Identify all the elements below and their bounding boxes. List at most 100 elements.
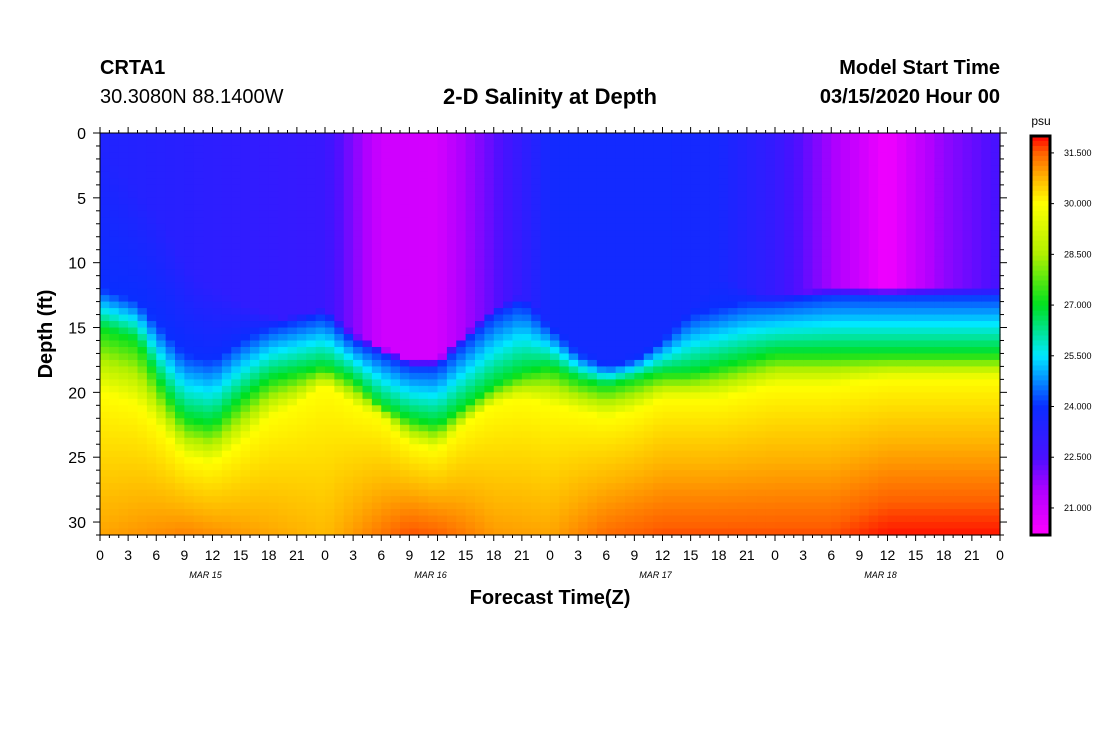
heatmap-cell bbox=[587, 184, 598, 192]
heatmap-cell bbox=[765, 217, 776, 225]
heatmap-cell bbox=[587, 139, 598, 147]
heatmap-cell bbox=[334, 483, 345, 491]
heatmap-cell bbox=[118, 171, 129, 179]
heatmap-cell bbox=[634, 334, 645, 342]
heatmap-cell bbox=[446, 483, 457, 491]
heatmap-cell bbox=[765, 204, 776, 212]
heatmap-cell bbox=[503, 197, 514, 205]
heatmap-cell bbox=[381, 340, 392, 348]
heatmap-cell bbox=[625, 321, 635, 329]
heatmap-cell bbox=[465, 411, 476, 419]
heatmap-cell bbox=[568, 282, 579, 290]
heatmap-cell bbox=[259, 230, 270, 238]
heatmap-cell bbox=[840, 204, 851, 212]
heatmap-cell bbox=[737, 353, 748, 361]
heatmap-cell bbox=[718, 191, 729, 199]
heatmap-cell bbox=[156, 204, 167, 212]
heatmap-cell bbox=[840, 470, 851, 478]
heatmap-cell bbox=[596, 353, 607, 361]
heatmap-cell bbox=[325, 230, 335, 238]
heatmap-cell bbox=[371, 353, 382, 361]
heatmap-cell bbox=[437, 133, 448, 141]
heatmap-cell bbox=[568, 418, 579, 426]
heatmap-cell bbox=[128, 522, 139, 530]
heatmap-cell bbox=[250, 398, 260, 406]
heatmap-cell bbox=[606, 522, 617, 530]
heatmap-cell bbox=[812, 470, 823, 478]
heatmap-cell bbox=[203, 392, 214, 400]
heatmap-cell bbox=[840, 269, 851, 277]
heatmap-cell bbox=[353, 418, 364, 426]
heatmap-cell bbox=[606, 444, 617, 452]
heatmap-cell bbox=[765, 476, 776, 484]
heatmap-cell bbox=[409, 184, 420, 192]
heatmap-cell bbox=[671, 346, 682, 355]
heatmap-cell bbox=[128, 424, 139, 432]
heatmap-cell bbox=[446, 178, 457, 186]
heatmap-cell bbox=[728, 385, 739, 393]
heatmap-cell bbox=[756, 197, 767, 205]
heatmap-cell bbox=[512, 256, 523, 264]
heatmap-cell bbox=[578, 353, 589, 361]
heatmap-cell bbox=[578, 184, 589, 192]
heatmap-cell bbox=[615, 385, 626, 393]
heatmap-cell bbox=[568, 249, 579, 257]
heatmap-cell bbox=[109, 340, 120, 348]
heatmap-cell bbox=[606, 217, 617, 225]
heatmap-cell bbox=[128, 405, 139, 413]
heatmap-cell bbox=[100, 217, 110, 225]
heatmap-cell bbox=[821, 314, 832, 322]
heatmap-cell bbox=[531, 321, 542, 329]
heatmap-cell bbox=[587, 152, 598, 160]
heatmap-cell bbox=[146, 171, 157, 179]
heatmap-cell bbox=[278, 256, 289, 264]
heatmap-cell bbox=[418, 359, 429, 368]
heatmap-cell bbox=[568, 450, 579, 458]
heatmap-cell bbox=[756, 165, 767, 173]
heatmap-cell bbox=[456, 236, 467, 244]
heatmap-cell bbox=[287, 334, 298, 342]
heatmap-cell bbox=[840, 152, 851, 160]
heatmap-cell bbox=[840, 243, 851, 251]
heatmap-cell bbox=[371, 515, 382, 523]
heatmap-cell bbox=[812, 217, 823, 225]
heatmap-cell bbox=[521, 334, 532, 342]
heatmap-cell bbox=[428, 476, 439, 484]
heatmap-cell bbox=[137, 437, 148, 445]
heatmap-cell bbox=[231, 191, 242, 199]
heatmap-cell bbox=[325, 372, 335, 380]
heatmap-cell bbox=[606, 502, 617, 510]
heatmap-cell bbox=[568, 372, 579, 380]
heatmap-cell bbox=[428, 282, 439, 290]
heatmap-cell bbox=[775, 379, 785, 387]
heatmap-cell bbox=[146, 165, 157, 173]
heatmap-cell bbox=[531, 483, 542, 491]
heatmap-cell bbox=[146, 204, 157, 212]
heatmap-cell bbox=[268, 295, 279, 303]
heatmap-cell bbox=[503, 184, 514, 192]
heatmap-cell bbox=[306, 295, 317, 303]
heatmap-cell bbox=[728, 444, 739, 452]
heatmap-cell bbox=[531, 334, 542, 342]
heatmap-cell bbox=[662, 288, 673, 296]
heatmap-cell bbox=[165, 217, 176, 225]
heatmap-cell bbox=[484, 314, 495, 322]
heatmap-cell bbox=[175, 528, 185, 536]
heatmap-cell bbox=[278, 184, 289, 192]
heatmap-cell bbox=[184, 204, 195, 212]
heatmap-cell bbox=[446, 366, 457, 374]
heatmap-cell bbox=[146, 496, 157, 504]
heatmap-cell bbox=[718, 223, 729, 231]
heatmap-cell bbox=[503, 301, 514, 309]
heatmap-cell bbox=[137, 314, 148, 322]
heatmap-cell bbox=[353, 496, 364, 504]
heatmap-cell bbox=[371, 171, 382, 179]
heatmap-cell bbox=[343, 236, 354, 244]
heatmap-cell bbox=[653, 353, 664, 361]
heatmap-cell bbox=[418, 178, 429, 186]
heatmap-cell bbox=[812, 372, 823, 380]
heatmap-cell bbox=[662, 346, 673, 355]
heatmap-cell bbox=[615, 463, 626, 471]
heatmap-cell bbox=[718, 450, 729, 458]
heatmap-cell bbox=[840, 398, 851, 406]
